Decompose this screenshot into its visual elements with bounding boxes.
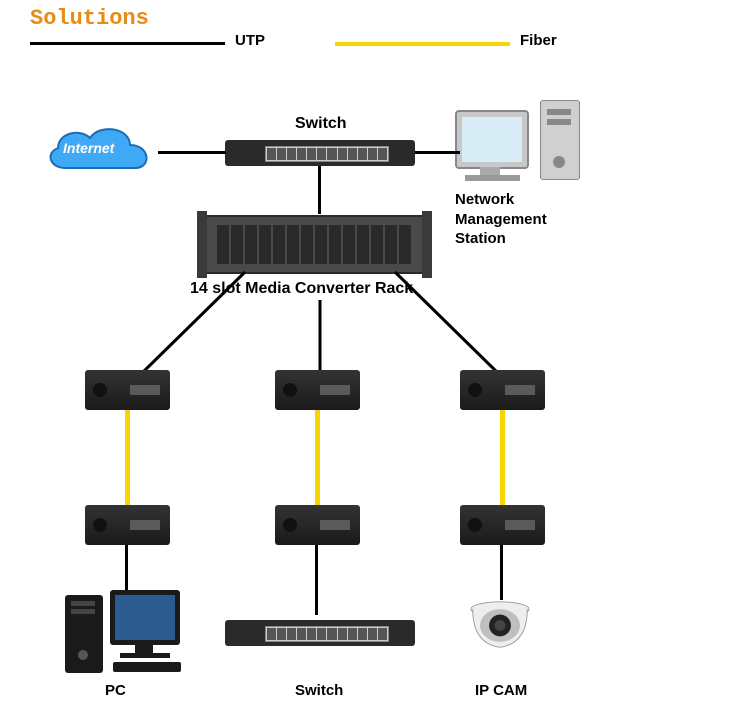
- pc-desktop: [65, 590, 185, 675]
- media-converter-bot-right: [460, 505, 545, 545]
- ipcam-label: IP CAM: [475, 682, 527, 699]
- media-converter-top-right: [460, 370, 545, 410]
- switch-bottom: [225, 620, 415, 646]
- media-converter-bot-left: [85, 505, 170, 545]
- media-converter-top-mid: [275, 370, 360, 410]
- switch-bottom-label: Switch: [295, 682, 343, 699]
- edge-mc-ipcam: [500, 545, 503, 600]
- pc-label: PC: [105, 682, 126, 699]
- media-converter-bot-mid: [275, 505, 360, 545]
- edge-mc-switch: [315, 545, 318, 615]
- media-converter-top-left: [85, 370, 170, 410]
- edge-fiber-right: [500, 410, 505, 505]
- edge-mc-pc: [125, 545, 128, 590]
- ip-camera: [465, 600, 535, 650]
- edge-fiber-left: [125, 410, 130, 505]
- edge-fiber-mid: [315, 410, 320, 505]
